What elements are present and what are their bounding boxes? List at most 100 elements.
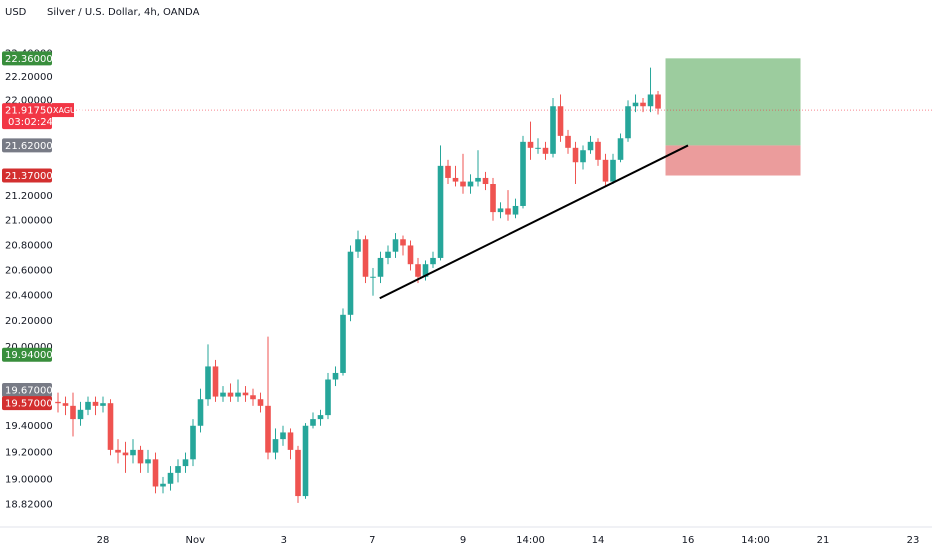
symbol-box xyxy=(52,103,74,118)
candle-body xyxy=(640,102,646,107)
y-tick-label: 20.80000 xyxy=(5,240,53,251)
y-tick-label: 22.20000 xyxy=(5,72,53,83)
countdown: 03:02:24 xyxy=(8,117,53,128)
candle-body xyxy=(167,472,174,484)
candle-body xyxy=(520,141,526,206)
candle-body xyxy=(190,425,196,460)
candle-body xyxy=(152,459,159,487)
candle-body xyxy=(70,405,76,420)
candle-body xyxy=(415,264,421,277)
candle-body xyxy=(77,409,84,420)
candle-body xyxy=(490,184,496,213)
candle-body xyxy=(182,459,189,467)
candle-body xyxy=(505,208,511,215)
candle-body xyxy=(62,403,69,406)
x-tick-label: 16 xyxy=(682,535,695,546)
candle-body xyxy=(85,401,91,410)
candle-body xyxy=(295,449,301,497)
candle-body xyxy=(430,257,436,265)
candle-body xyxy=(460,181,466,187)
x-tick-label: 3 xyxy=(281,535,287,546)
loss-zone xyxy=(665,145,801,176)
candle-body xyxy=(407,245,414,265)
profit-zone xyxy=(665,58,801,146)
y-tick-label: 20.20000 xyxy=(5,316,53,327)
candle-body xyxy=(257,399,264,406)
candle-body xyxy=(572,147,579,163)
price-label-box xyxy=(2,168,52,183)
candle-body xyxy=(212,366,219,397)
y-tick-label: 22.00000 xyxy=(5,95,53,106)
candle-body xyxy=(362,239,369,277)
candle-body xyxy=(197,399,204,426)
candle-body xyxy=(235,392,241,397)
candle-body xyxy=(272,439,279,453)
candle-body xyxy=(385,251,391,258)
price-label: 21.37000 xyxy=(5,171,53,182)
candle-body xyxy=(437,165,444,258)
x-tick-label: 7 xyxy=(369,535,375,546)
candle-body xyxy=(452,177,459,182)
x-tick-label: 28 xyxy=(97,535,110,546)
candle-body xyxy=(137,449,144,464)
candle-body xyxy=(55,401,61,404)
candle-body xyxy=(122,452,129,456)
candle-body xyxy=(355,239,361,252)
candle-body xyxy=(265,405,271,453)
candle-body xyxy=(280,432,286,440)
candle-body xyxy=(347,251,354,315)
candle-body xyxy=(100,403,106,406)
candle-body xyxy=(115,449,121,453)
y-tick-label: 20.40000 xyxy=(5,291,53,302)
symbol-label: XAGUSD xyxy=(53,106,87,115)
x-tick-label: 14:00 xyxy=(741,535,770,546)
candle-body xyxy=(325,379,331,416)
candle-body xyxy=(130,449,136,456)
candle-body xyxy=(392,239,399,252)
candle-body xyxy=(340,314,346,373)
axis-currency: USD xyxy=(5,7,27,18)
candle-body xyxy=(595,141,601,160)
y-tick-label: 18.82000 xyxy=(5,499,53,510)
candle-body xyxy=(422,264,429,277)
candle-body xyxy=(107,403,114,450)
candle-body xyxy=(205,366,211,400)
candle-body xyxy=(145,459,151,464)
candle-body xyxy=(497,208,504,213)
candle-body xyxy=(250,395,256,400)
y-tick-label: 19.40000 xyxy=(5,421,53,432)
candle-body xyxy=(602,159,609,182)
last-price-label: 21.91750 xyxy=(5,106,53,117)
price-label: 21.62000 xyxy=(5,141,53,152)
y-tick-label: 19.00000 xyxy=(5,475,53,486)
candle-body xyxy=(482,177,489,185)
candle-body xyxy=(527,141,534,148)
y-tick-label: 20.60000 xyxy=(5,265,53,276)
candle-body xyxy=(370,276,376,278)
candle-body xyxy=(287,432,294,450)
candle-body xyxy=(302,425,309,497)
candle-body xyxy=(565,135,571,148)
candle-body xyxy=(467,181,474,187)
y-tick-label: 21.00000 xyxy=(5,216,53,227)
candle-body xyxy=(610,159,616,182)
y-tick-label: 19.20000 xyxy=(5,448,53,459)
candle-body xyxy=(92,401,99,406)
price-label: 19.67000 xyxy=(5,385,53,396)
candle-body xyxy=(557,106,564,136)
price-label: 22.36000 xyxy=(5,54,53,65)
price-label: 19.94000 xyxy=(5,350,53,361)
candle-body xyxy=(617,138,624,160)
candle-body xyxy=(332,372,339,380)
x-tick-label: 14:00 xyxy=(516,535,545,546)
candle-body xyxy=(647,94,654,107)
chart-title: Silver / U.S. Dollar, 4h, OANDA xyxy=(47,7,200,18)
candle-body xyxy=(227,392,234,397)
candle-body xyxy=(310,419,316,426)
candle-body xyxy=(632,102,639,107)
candle-body xyxy=(625,106,631,139)
x-tick-label: 14 xyxy=(592,535,605,546)
candle-body xyxy=(160,483,166,487)
trend-line xyxy=(379,144,689,300)
